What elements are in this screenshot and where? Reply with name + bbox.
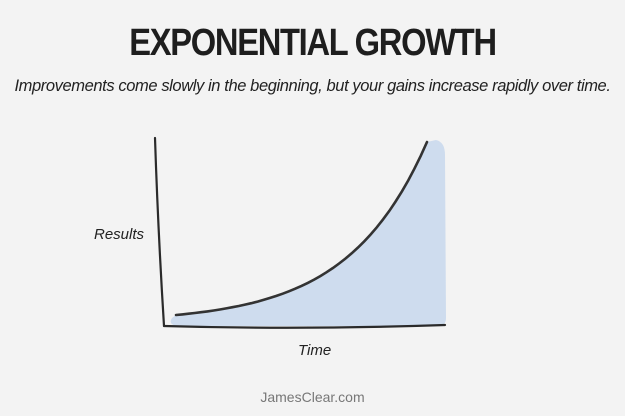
footer-credit: JamesClear.com	[260, 389, 365, 405]
y-axis-line	[153, 136, 166, 328]
chart-title: EXPONENTIAL GROWTH	[129, 22, 497, 64]
y-axis-label: Results	[94, 226, 145, 243]
area-fill	[170, 140, 446, 326]
x-axis-label: Time	[298, 342, 332, 359]
x-axis-line	[162, 323, 447, 329]
growth-curve-line	[174, 140, 429, 317]
chart-subtitle: Improvements come slowly in the beginnin…	[14, 77, 611, 95]
